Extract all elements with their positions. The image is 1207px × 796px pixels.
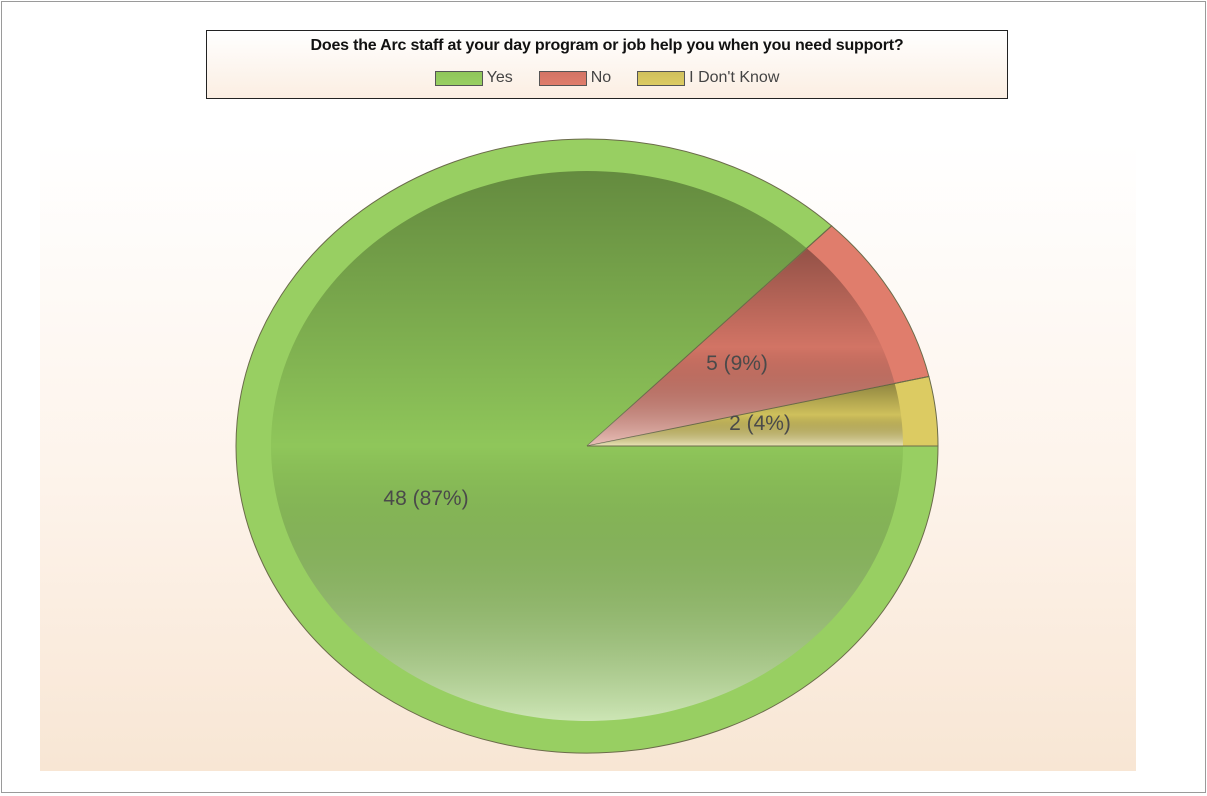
data-label-dont-know: 2 (4%) (729, 412, 791, 435)
chart-title: Does the Arc staff at your day program o… (310, 37, 904, 54)
legend-label-yes: Yes (486, 69, 513, 86)
data-label-no: 5 (9%) (706, 352, 768, 375)
legend-swatch-no (538, 70, 587, 86)
legend-swatch-dont-know (637, 70, 686, 86)
pie-slice-shading-no (587, 248, 895, 446)
pie-slice-shading-dont-know (587, 383, 903, 446)
legend: Does the Arc staff at your day program o… (206, 30, 1008, 99)
pie-separator-no (586, 375, 929, 447)
legend-item-no: No (538, 69, 612, 87)
legend-swatch-yes (434, 70, 483, 86)
data-label-yes: 48 (87%) (383, 487, 468, 510)
legend-items: Yes No I Don't Know (207, 69, 1007, 87)
legend-item-dont-know: I Don't Know (637, 69, 779, 87)
legend-label-dont-know: I Don't Know (689, 69, 780, 86)
legend-label-no: No (590, 69, 612, 86)
legend-item-yes: Yes (434, 69, 513, 87)
pie-separator-yes (586, 225, 832, 447)
